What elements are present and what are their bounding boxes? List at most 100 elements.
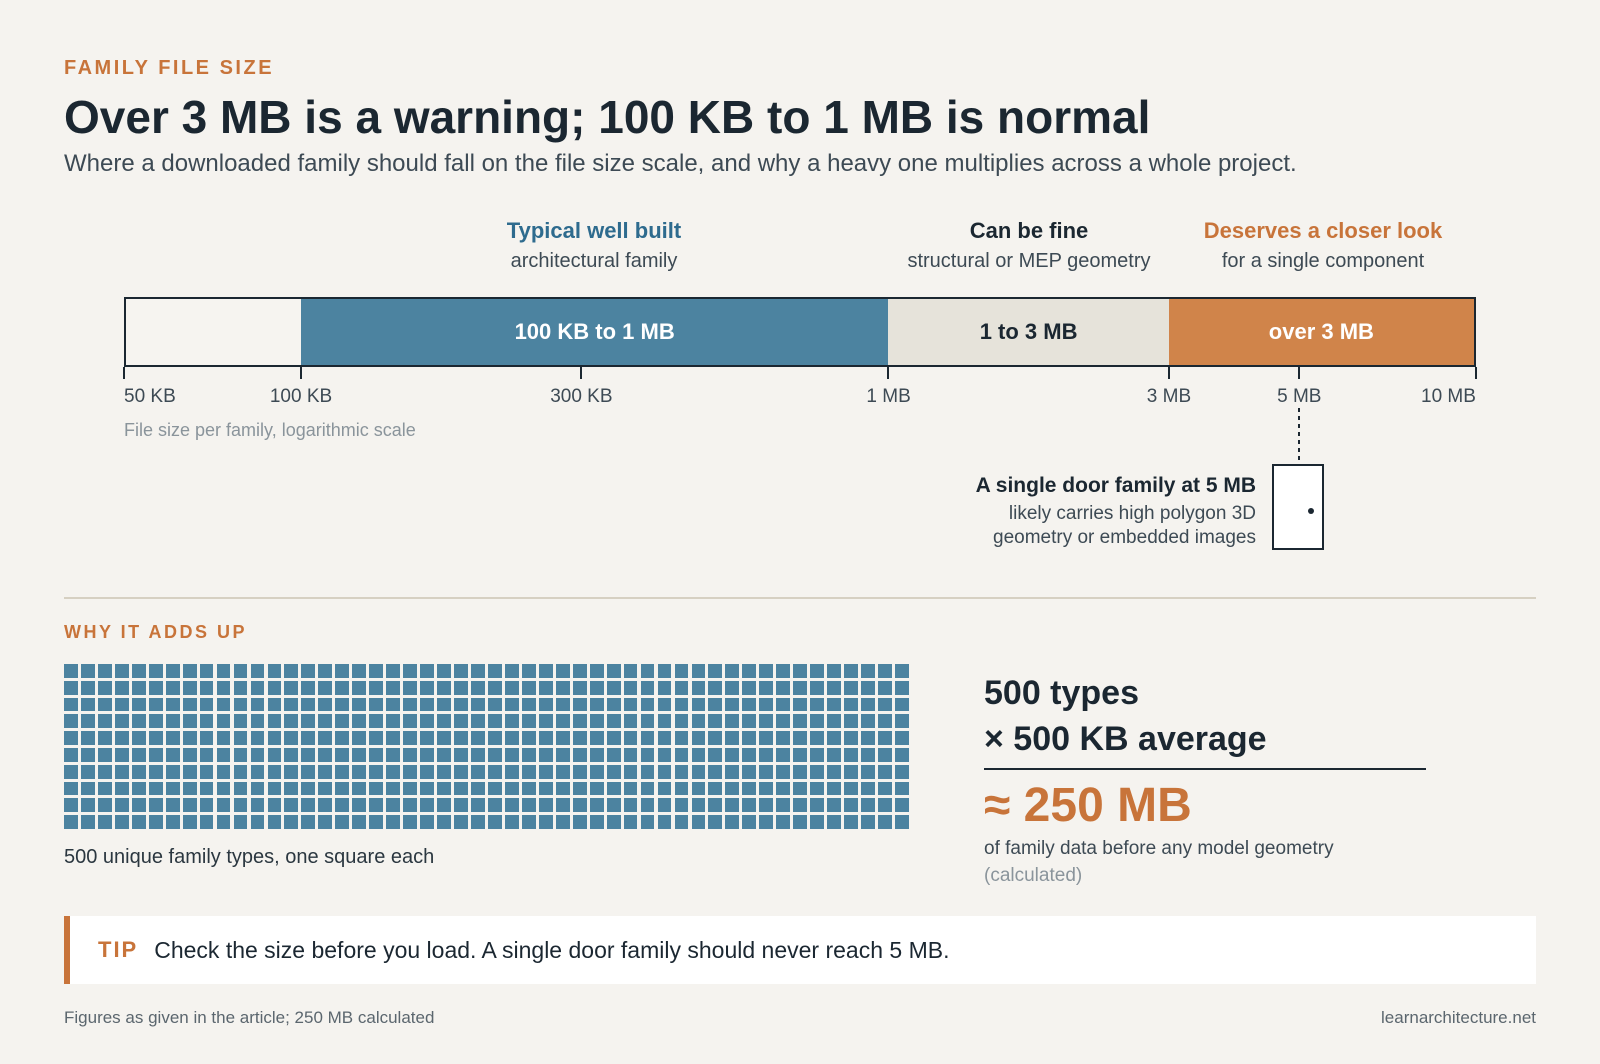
family-type-square (776, 714, 791, 729)
family-type-square (250, 714, 265, 729)
family-type-square (691, 664, 706, 678)
family-type-square (521, 731, 536, 745)
family-type-square (793, 664, 808, 678)
family-type-square (674, 815, 689, 829)
family-type-square (742, 798, 757, 813)
family-type-square (538, 781, 553, 796)
family-type-square (776, 748, 791, 762)
footer-site: learnarchitecture.net (1381, 1008, 1536, 1027)
family-type-square (97, 748, 112, 762)
family-type-square (623, 697, 638, 712)
family-type-square (250, 764, 265, 779)
family-type-square (301, 748, 316, 762)
family-type-square (521, 781, 536, 796)
family-type-square (572, 664, 587, 678)
family-type-square (437, 798, 451, 813)
band-fine: 1 to 3 MB (888, 299, 1169, 365)
family-type-square (589, 664, 604, 678)
family-type-square (131, 731, 146, 745)
family-type-square (250, 664, 265, 678)
axis-tick-label: 100 KB (269, 386, 333, 407)
family-type-square (691, 680, 706, 695)
family-type-square (623, 798, 638, 813)
family-type-square (861, 664, 875, 678)
family-type-square (420, 748, 434, 762)
band-heading-typical-note: architectural family (510, 250, 678, 272)
family-type-square (420, 815, 434, 829)
band-heading-fine-title: Can be fine (969, 218, 1089, 243)
family-type-square (301, 714, 316, 729)
waffle-caption: 500 unique family types, one square each (64, 846, 435, 868)
family-type-square (895, 798, 909, 813)
family-type-square (623, 680, 638, 695)
family-type-square (369, 764, 384, 779)
family-type-square (725, 697, 740, 712)
footer-source: Figures as given in the article; 250 MB … (64, 1008, 435, 1027)
family-type-square (250, 680, 265, 695)
family-type-square (267, 731, 282, 745)
family-type-square (131, 697, 146, 712)
family-type-square (318, 815, 333, 829)
family-type-square (216, 680, 231, 695)
axis-tick-label: 50 KB (124, 386, 176, 407)
family-type-square (267, 781, 282, 796)
family-type-square (572, 764, 587, 779)
band-heading-typical-title: Typical well built (506, 218, 682, 243)
family-type-square (844, 781, 858, 796)
family-type-square (606, 764, 621, 779)
family-type-square (589, 714, 604, 729)
family-type-square (759, 731, 774, 745)
family-type-square (589, 680, 604, 695)
family-type-square (606, 781, 621, 796)
family-type-square (233, 697, 248, 712)
door-callout-heading: A single door family at 5 MB (975, 474, 1256, 497)
family-type-square (504, 697, 519, 712)
calc-note: (calculated) (984, 865, 1083, 886)
family-type-square (861, 680, 875, 695)
family-type-square (301, 781, 316, 796)
family-type-square (97, 664, 112, 678)
family-type-square (895, 815, 909, 829)
family-type-square (97, 731, 112, 745)
family-type-square (199, 697, 214, 712)
family-type-square (182, 781, 197, 796)
family-type-square (335, 798, 350, 813)
family-type-square (623, 714, 638, 729)
family-type-square (810, 798, 825, 813)
band-typical-label: 100 KB to 1 MB (514, 319, 675, 344)
family-type-square (318, 798, 333, 813)
family-type-square (64, 815, 78, 829)
family-type-square (216, 697, 231, 712)
family-type-square (572, 798, 587, 813)
family-type-square (521, 664, 536, 678)
family-type-square (284, 798, 299, 813)
family-type-square (504, 781, 519, 796)
family-type-square (878, 697, 892, 712)
family-type-square (386, 781, 401, 796)
family-type-square (827, 748, 841, 762)
family-type-square (369, 680, 384, 695)
family-type-square (267, 664, 282, 678)
family-type-square (454, 764, 468, 779)
family-type-square (742, 781, 757, 796)
family-type-square (403, 664, 417, 678)
family-type-square (844, 731, 858, 745)
family-type-square (572, 680, 587, 695)
family-type-square (589, 815, 604, 829)
door-callout-line2: geometry or embedded images (993, 527, 1256, 548)
family-type-square (504, 815, 519, 829)
family-type-square (827, 697, 841, 712)
family-type-square (708, 781, 723, 796)
family-type-square (640, 697, 655, 712)
family-type-square (420, 731, 434, 745)
axis-tick (299, 367, 302, 379)
family-type-square (471, 714, 485, 729)
family-type-square (776, 798, 791, 813)
family-type-square (335, 764, 350, 779)
family-type-square (335, 748, 350, 762)
family-type-square (488, 781, 502, 796)
family-type-square (776, 664, 791, 678)
family-type-square (471, 764, 485, 779)
family-type-square (674, 764, 689, 779)
family-type-square (589, 748, 604, 762)
